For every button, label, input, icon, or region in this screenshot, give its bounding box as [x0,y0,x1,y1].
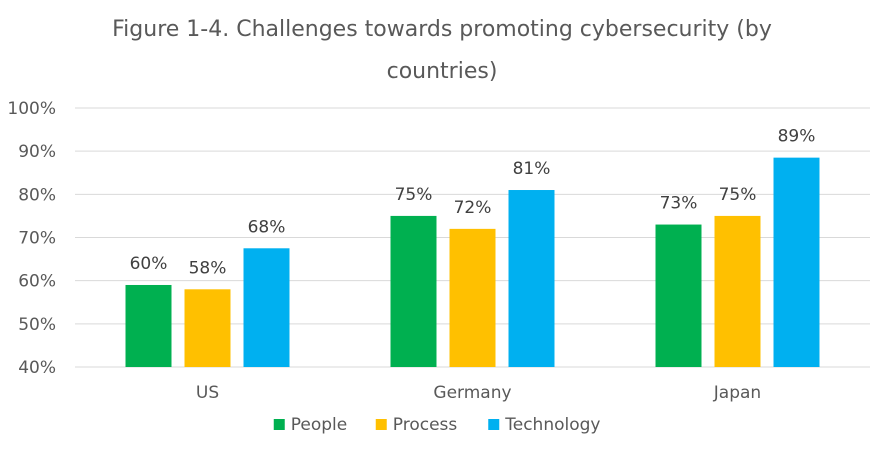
bar-people-germany [390,215,437,367]
bars [125,157,820,367]
bar-technology-japan [773,157,820,367]
bar-process-us [184,289,231,367]
bar-process-japan [714,215,761,367]
data-label: 75% [719,185,757,205]
bar-people-japan [655,224,702,367]
bar-people-us [125,284,172,367]
legend-swatch-people [273,419,285,430]
y-tick-label: 70% [18,229,56,249]
data-labels: 60% 58% 68% 75% 72% 81% 73% 75% 89% [130,127,816,279]
bar-process-germany [449,228,496,367]
y-tick-label: 90% [18,142,56,162]
y-tick-label: 50% [18,315,56,335]
bar-technology-germany [508,190,555,367]
y-tick-label: 60% [18,272,56,292]
data-label: 68% [248,217,286,237]
data-label: 75% [395,185,433,205]
x-category-label: US [196,383,219,403]
legend-label-technology: Technology [504,415,600,435]
chart-title-line1: Figure 1-4. Challenges towards promoting… [112,17,772,42]
x-category-label: Germany [433,383,511,403]
y-tick-label: 40% [18,358,56,378]
data-label: 72% [454,198,492,218]
x-category-label: Japan [713,383,761,403]
data-label: 89% [778,127,816,147]
x-axis-categories: US Germany Japan [196,383,761,403]
legend-label-people: People [291,415,347,435]
legend-swatch-technology [488,419,500,430]
data-label: 58% [189,258,227,278]
legend-label-process: Process [393,415,458,435]
y-tick-label: 80% [18,185,56,205]
data-label: 73% [660,194,698,214]
y-tick-label: 100% [7,99,56,119]
legend-swatch-process [375,419,387,430]
bar-technology-us [243,248,290,367]
legend: People Process Technology [273,415,600,435]
data-label: 81% [513,159,551,179]
y-axis-ticks: 40% 50% 60% 70% 80% 90% 100% [7,99,56,378]
data-label: 60% [130,254,168,274]
chart-title-line2: countries) [387,59,498,84]
